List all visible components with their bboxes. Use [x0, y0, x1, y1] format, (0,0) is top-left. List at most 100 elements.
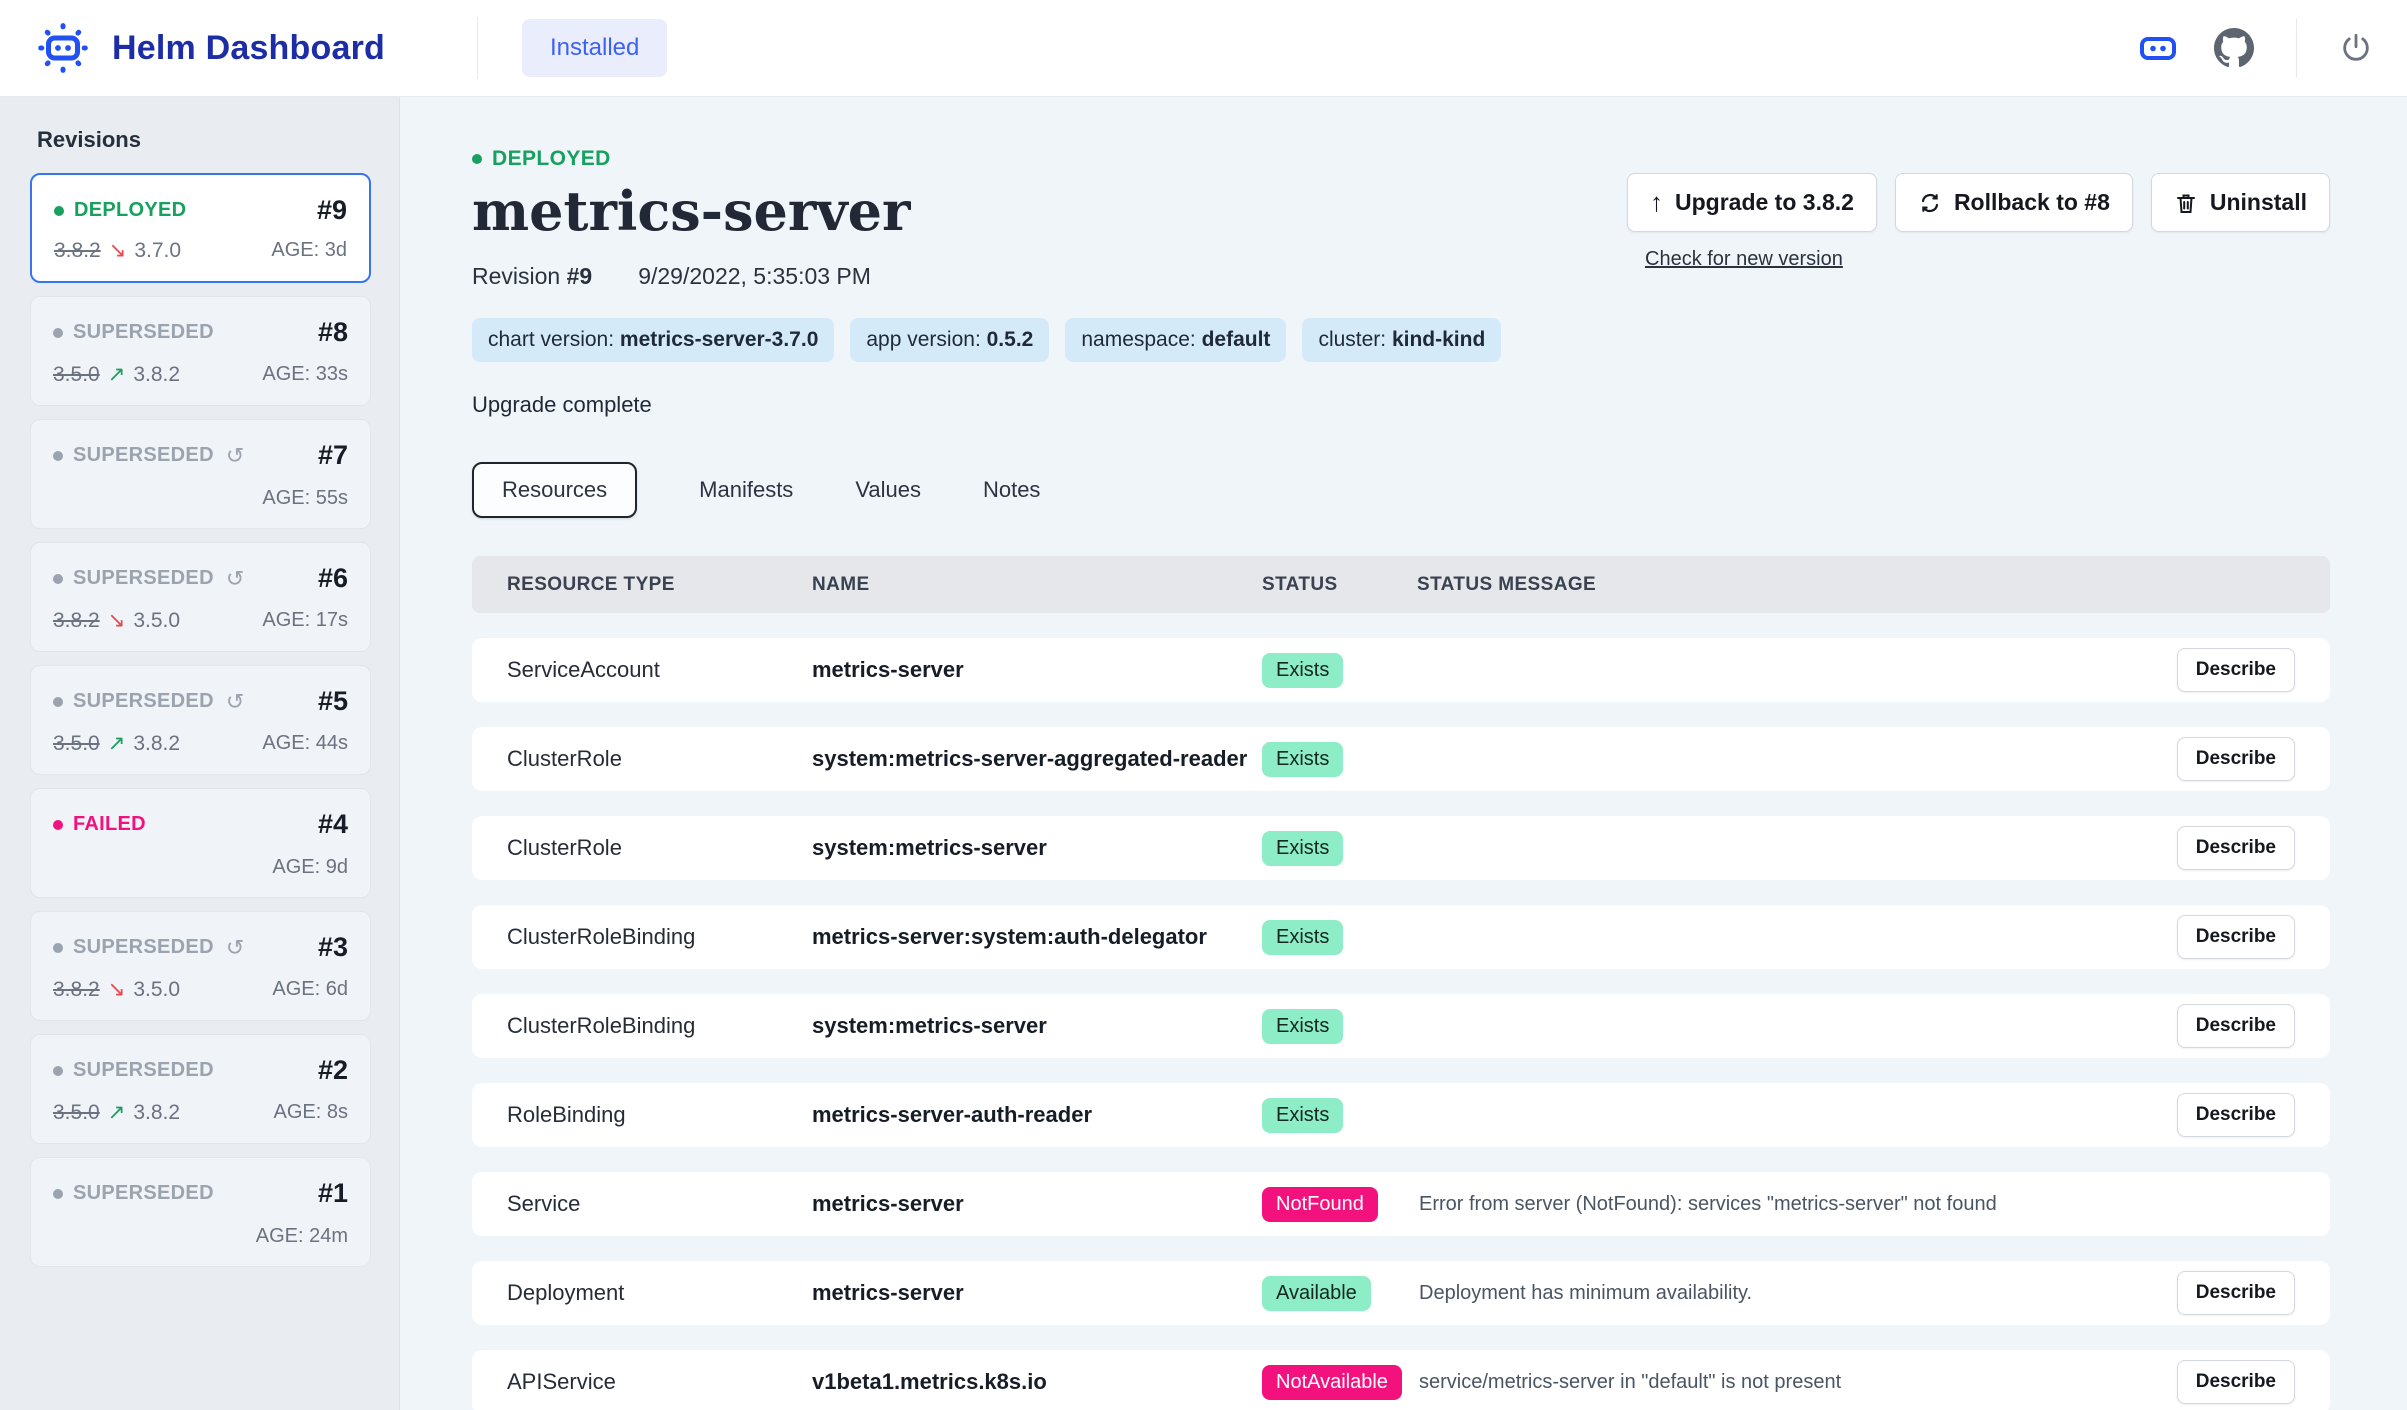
revision-age: AGE: 24m — [255, 1225, 348, 1247]
revision-age: AGE: 55s — [262, 487, 348, 509]
upgrade-button[interactable]: ↑ Upgrade to 3.8.2 — [1627, 173, 1877, 232]
tab-resources[interactable]: Resources — [472, 462, 638, 518]
reconfigured-icon: ↺ — [225, 442, 245, 468]
revision-status-label: FAILED — [73, 813, 146, 835]
describe-button[interactable]: Describe — [2176, 1360, 2295, 1404]
revision-age: AGE: 33s — [262, 363, 348, 385]
revision-line1: SUPERSEDED ↺ #6 — [53, 563, 348, 594]
status-badge: Exists — [1262, 1097, 1344, 1133]
revision-number: #2 — [317, 1055, 348, 1085]
status-badge: Exists — [1262, 652, 1344, 688]
revisions-list: DEPLOYED #9 3.8.2 ↘ 3.7.0 AGE: 3d SUPERS… — [0, 173, 399, 1267]
status-message: Error from server (NotFound): services "… — [1419, 1192, 1997, 1215]
trash-icon — [2174, 191, 2198, 215]
version-change: 3.8.2 ↘ 3.5.0 — [53, 608, 180, 633]
helm-dashboard-logo-icon[interactable] — [34, 19, 92, 77]
table-row: ClusterRoleBinding system:metrics-server… — [472, 994, 2330, 1058]
tab-notes[interactable]: Notes — [982, 477, 1041, 502]
revision-age: AGE: 3d — [271, 239, 347, 261]
nav-installed-tab[interactable]: Installed — [521, 19, 668, 77]
topbar-right-divider — [2296, 19, 2297, 77]
resource-type: ClusterRole — [507, 746, 622, 771]
revision-card[interactable]: SUPERSEDED #8 3.5.0 ↗ 3.8.2 AGE: 33s — [30, 296, 371, 406]
revision-line1: FAILED #4 — [53, 809, 348, 840]
release-message: Upgrade complete — [472, 392, 652, 417]
status-message: Deployment has minimum availability. — [1419, 1281, 1753, 1304]
table-row: ClusterRole system:metrics-server Exists… — [472, 816, 2330, 880]
revision-age: AGE: 6d — [272, 978, 348, 1000]
tab-manifests[interactable]: Manifests — [699, 477, 794, 502]
table-row: ServiceAccount metrics-server Exists Des… — [472, 638, 2330, 702]
revision-card[interactable]: SUPERSEDED ↺ #6 3.8.2 ↘ 3.5.0 AGE: 17s — [30, 542, 371, 652]
resources-table: RESOURCE TYPE NAME STATUS STATUS MESSAGE… — [472, 556, 2330, 1410]
revision-status: SUPERSEDED — [53, 1059, 214, 1082]
version-arrow-icon: ↗ — [107, 1101, 126, 1124]
github-icon[interactable] — [2214, 28, 2254, 68]
revision-line1: SUPERSEDED ↺ #7 — [53, 440, 348, 471]
status-badge: Exists — [1262, 919, 1344, 955]
rollback-icon — [1918, 191, 1942, 215]
revision-status-label: SUPERSEDED — [73, 936, 214, 958]
old-version: 3.5.0 — [53, 362, 100, 386]
robot-face-icon[interactable] — [2138, 33, 2178, 63]
col-name: NAME — [812, 573, 870, 595]
actions-row: ↑ Upgrade to 3.8.2 Rollback to — [1627, 173, 2330, 232]
revision-number: #4 — [317, 809, 348, 839]
new-version: 3.5.0 — [133, 977, 181, 1001]
revision-status: SUPERSEDED ↺ — [53, 935, 245, 961]
revision-card[interactable]: SUPERSEDED #1 AGE: 24m — [30, 1157, 371, 1267]
revision-status-dot-icon — [53, 327, 63, 338]
version-arrow-icon: ↗ — [107, 363, 126, 386]
revision-card[interactable]: SUPERSEDED #2 3.5.0 ↗ 3.8.2 AGE: 8s — [30, 1034, 371, 1144]
revision-number: #7 — [317, 440, 348, 470]
describe-button[interactable]: Describe — [2176, 826, 2295, 870]
describe-button[interactable]: Describe — [2176, 737, 2295, 781]
check-new-version-link[interactable]: Check for new version — [1645, 248, 1843, 270]
cluster-badge: cluster: kind-kind — [1302, 318, 1502, 362]
revision-status-dot-icon — [53, 942, 63, 953]
revision-line1: SUPERSEDED #1 — [53, 1178, 348, 1209]
resource-type: ClusterRoleBinding — [507, 924, 696, 949]
describe-button[interactable]: Describe — [2176, 1271, 2295, 1315]
version-arrow-icon: ↘ — [108, 239, 127, 262]
old-version: 3.8.2 — [54, 238, 101, 262]
resource-type: APIService — [507, 1369, 616, 1394]
describe-button[interactable]: Describe — [2176, 915, 2295, 959]
rollback-button[interactable]: Rollback to #8 — [1894, 173, 2133, 232]
revision-card[interactable]: SUPERSEDED ↺ #5 3.5.0 ↗ 3.8.2 AGE: 44s — [30, 665, 371, 775]
describe-button[interactable]: Describe — [2176, 1093, 2295, 1137]
revision-card[interactable]: SUPERSEDED ↺ #7 AGE: 55s — [30, 419, 371, 529]
status-badge: Exists — [1262, 741, 1344, 777]
old-version: 3.8.2 — [53, 608, 100, 632]
revision-line1: SUPERSEDED #8 — [53, 317, 348, 348]
revision-status-label: SUPERSEDED — [73, 321, 214, 343]
revision-card[interactable]: SUPERSEDED ↺ #3 3.8.2 ↘ 3.5.0 AGE: 6d — [30, 911, 371, 1021]
version-arrow-icon: ↘ — [107, 978, 126, 1001]
resource-name: system:metrics-server — [812, 835, 1047, 860]
revision-status-label: SUPERSEDED — [73, 690, 214, 712]
revision-status-dot-icon — [53, 1188, 63, 1199]
revision-card[interactable]: DEPLOYED #9 3.8.2 ↘ 3.7.0 AGE: 3d — [30, 173, 371, 283]
resource-type: ServiceAccount — [507, 657, 660, 682]
app-version-badge: app version: 0.5.2 — [850, 318, 1050, 362]
revision-status-dot-icon — [53, 819, 63, 830]
power-icon[interactable] — [2339, 31, 2373, 65]
revision-line1: SUPERSEDED ↺ #5 — [53, 686, 348, 717]
release-badges: chart version: metrics-server-3.7.0 app … — [472, 318, 1502, 362]
resource-name: metrics-server:system:auth-delegator — [812, 924, 1207, 949]
version-arrow-icon: ↘ — [107, 609, 126, 632]
topbar-right — [2138, 19, 2373, 77]
revision-number: #8 — [317, 317, 348, 347]
revision-status: DEPLOYED — [54, 199, 186, 222]
tab-values[interactable]: Values — [855, 477, 921, 502]
new-version: 3.8.2 — [133, 362, 181, 386]
topbar-left: Helm Dashboard Installed — [34, 17, 668, 79]
describe-button[interactable]: Describe — [2176, 648, 2295, 692]
revision-status-dot-icon — [54, 205, 64, 216]
revision-card[interactable]: FAILED #4 AGE: 9d — [30, 788, 371, 898]
reconfigured-icon: ↺ — [225, 934, 245, 960]
revision-line2: 3.5.0 ↗ 3.8.2 AGE: 33s — [53, 362, 348, 387]
describe-button[interactable]: Describe — [2176, 1004, 2295, 1048]
uninstall-button[interactable]: Uninstall — [2150, 173, 2330, 232]
revision-status-dot-icon — [53, 1065, 63, 1076]
